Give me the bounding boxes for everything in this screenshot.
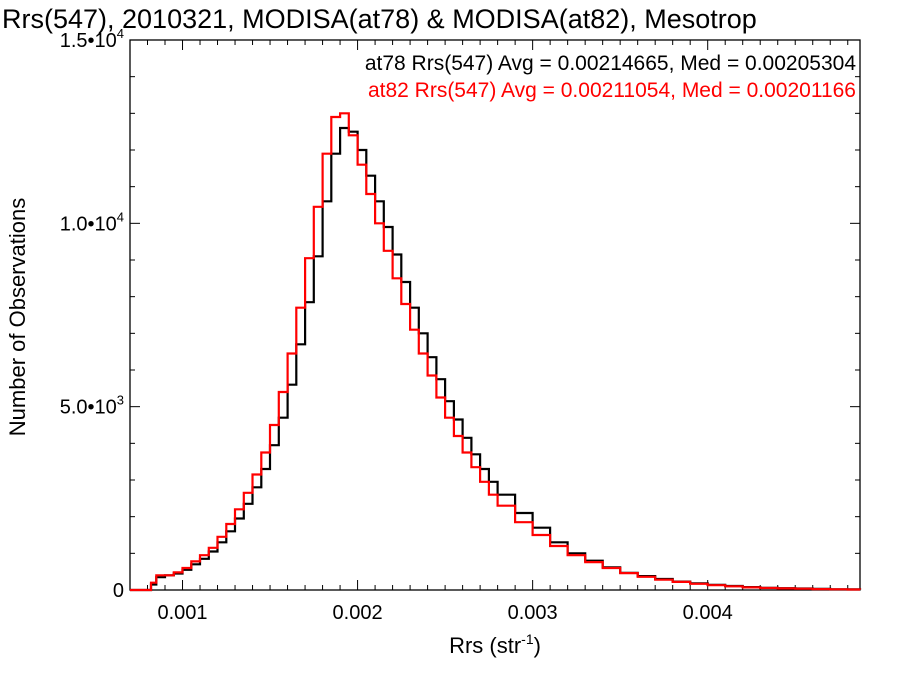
x-tick-label: 0.004 — [683, 602, 733, 624]
x-axis-ticks: 0.001 0.002 0.003 0.004 — [129, 40, 849, 624]
x-axis-label: Rrs (str-1) — [449, 631, 541, 658]
x-tick-label: 0.002 — [333, 602, 383, 624]
y-tick-label: 1.0•104 — [60, 209, 124, 235]
plot-border — [129, 39, 861, 591]
y-tick-label: 0 — [113, 580, 124, 602]
y-tick-label: 1.5•104 — [60, 26, 124, 52]
y-axis-label: Number of Observations — [5, 198, 30, 436]
x-tick-label: 0.003 — [508, 602, 558, 624]
plot-frame — [129, 39, 861, 591]
series-at82-line — [130, 112, 862, 592]
series-stats: at78 Rrs(547) Avg = 0.00214665, Med = 0.… — [365, 52, 856, 102]
y-tick-label: 5.0•103 — [60, 393, 124, 419]
histogram-series — [130, 112, 862, 592]
y-axis-ticks: 0 5.0•103 1.0•104 1.5•104 — [60, 26, 860, 602]
x-tick-label: 0.001 — [157, 602, 207, 624]
chart-title: Rrs(547), 2010321, MODISA(at78) & MODISA… — [2, 4, 757, 34]
series-at78-stats: at78 Rrs(547) Avg = 0.00214665, Med = 0.… — [365, 52, 856, 75]
series-at78-line — [130, 126, 862, 592]
series-at82-stats: at82 Rrs(547) Avg = 0.00211054, Med = 0.… — [368, 79, 856, 102]
